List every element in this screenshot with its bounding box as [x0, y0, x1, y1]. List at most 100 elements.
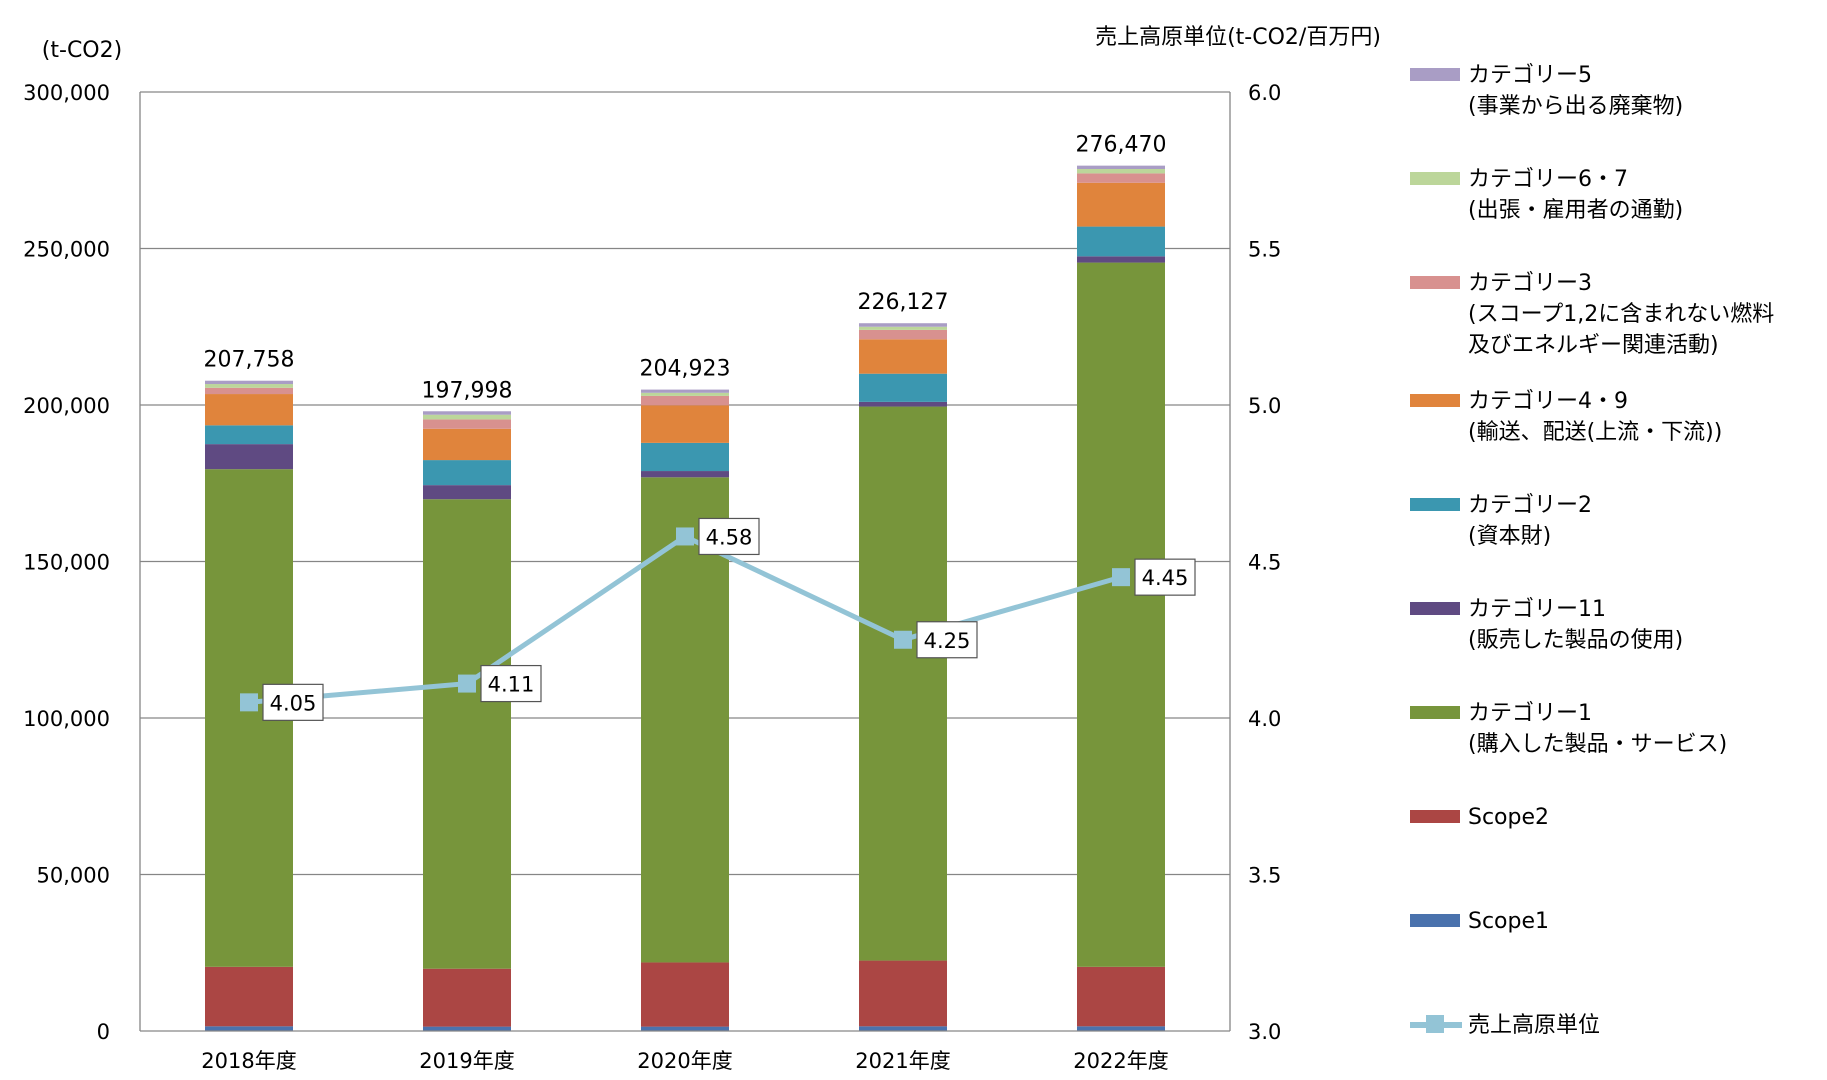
x-tick-label: 2021年度 — [855, 1049, 950, 1073]
left-tick-label: 200,000 — [23, 394, 110, 418]
line-point — [240, 693, 258, 712]
legend-label: カテゴリー3 (スコープ1,2に含まれない燃料 及びエネルギー関連活動) — [1468, 271, 1775, 358]
bar-segment — [641, 442, 729, 472]
bar-segment — [641, 1026, 729, 1031]
bar-segment — [1077, 182, 1165, 227]
legend-label: カテゴリー1 (購入した製品・サービス) — [1468, 701, 1728, 757]
bar-segment — [1077, 262, 1165, 967]
line-point — [676, 527, 694, 546]
bar-segment — [859, 329, 947, 340]
legend-marker-swatch — [1426, 1015, 1444, 1033]
legend-swatch — [1410, 276, 1460, 289]
legend-swatch — [1410, 498, 1460, 511]
legend-label: カテゴリー6・7 (出張・雇用者の通勤) — [1468, 167, 1684, 223]
bar-total-label: 207,758 — [204, 348, 295, 373]
bar-segment — [1077, 966, 1165, 1027]
legend-swatch — [1410, 810, 1460, 823]
data-labels: 207,758 197,998 204,923 226,127 276,470 4.05 4… — [204, 133, 1196, 721]
bar-total-label: 226,127 — [858, 290, 949, 315]
right-tick-label: 5.5 — [1248, 238, 1281, 262]
bar-segment — [1077, 168, 1165, 174]
line-value-label: 4.25 — [924, 629, 971, 653]
bar-segment — [205, 425, 293, 445]
legend-swatch — [1410, 914, 1460, 927]
bar-segment — [1077, 173, 1165, 183]
line-point — [894, 630, 912, 649]
bar-segment — [205, 387, 293, 395]
right-tick-label: 5.0 — [1248, 394, 1281, 418]
right-tick-label: 4.5 — [1248, 551, 1281, 575]
left-tick-label: 50,000 — [37, 864, 110, 888]
bar-segment — [205, 384, 293, 388]
bar-segment — [423, 485, 511, 500]
line-label-box — [1134, 558, 1196, 596]
left-tick-label: 100,000 — [23, 707, 110, 731]
legend-swatch — [1410, 172, 1460, 185]
bar-segment — [859, 960, 947, 1027]
axes: 0 50,000 100,000 150,000 200,000 250,000 300,0… — [23, 81, 1281, 1073]
left-tick-label: 300,000 — [23, 81, 110, 105]
line-value-label: 4.05 — [270, 691, 317, 715]
line-label-box — [916, 621, 978, 659]
bar-segment — [205, 380, 293, 385]
legend-label: カテゴリー11 (販売した製品の使用) — [1468, 597, 1684, 653]
bar-segment — [423, 419, 511, 429]
bar-segment — [859, 323, 947, 327]
line-value-label: 4.11 — [488, 673, 535, 697]
legend-label: カテゴリー2 (資本財) — [1468, 493, 1592, 549]
bar-segment — [423, 411, 511, 415]
left-tick-label: 150,000 — [23, 551, 110, 575]
legend-label: Scope2 — [1468, 805, 1550, 830]
bar-segment — [859, 1026, 947, 1031]
right-axis-unit-label: 売上高原単位(t-CO2/百万円) — [1095, 25, 1381, 50]
bar-segment — [1077, 1026, 1165, 1031]
bar-segment — [1077, 256, 1165, 263]
bar-segment — [205, 966, 293, 1027]
line-point — [1112, 568, 1130, 587]
right-tick-label: 6.0 — [1248, 81, 1281, 105]
left-tick-label: 0 — [97, 1020, 110, 1044]
legend-swatch — [1410, 706, 1460, 719]
bar-segment — [641, 395, 729, 406]
bar-total-label: 276,470 — [1076, 133, 1167, 158]
legend-label: カテゴリー5 (事業から出る廃棄物) — [1468, 63, 1684, 119]
bar-segment — [859, 373, 947, 402]
bar-segment — [423, 428, 511, 461]
bar-segment — [1077, 226, 1165, 257]
right-tick-label: 3.0 — [1248, 1020, 1281, 1044]
bar-segment — [641, 405, 729, 443]
bar-segment — [641, 962, 729, 1027]
bar-segment — [423, 968, 511, 1027]
right-tick-label: 3.5 — [1248, 864, 1281, 888]
bar-segment — [423, 1026, 511, 1031]
line-point — [458, 674, 476, 693]
bar-segment — [205, 444, 293, 470]
line-label-box — [480, 664, 542, 703]
bar-segment — [859, 339, 947, 374]
bar-segment — [423, 460, 511, 486]
left-axis-unit-label: (t-CO2) — [42, 38, 122, 63]
bar-total-label: 204,923 — [640, 357, 731, 382]
bar-segment — [423, 414, 511, 420]
bar-segment — [205, 1026, 293, 1031]
line-value-label: 4.45 — [1142, 566, 1189, 590]
bar-segment — [859, 401, 947, 407]
bar-total-label: 197,998 — [422, 378, 513, 403]
right-tick-label: 4.0 — [1248, 707, 1281, 731]
bar-segment — [859, 406, 947, 961]
bar-segment — [423, 499, 511, 969]
line-label-box — [698, 517, 760, 556]
legend-label: カテゴリー4・9 (輸送、配送(上流・下流)) — [1468, 389, 1723, 445]
intensity-line — [240, 527, 1130, 712]
bar-segment — [641, 392, 729, 396]
legend-swatch — [1410, 394, 1460, 407]
x-tick-label: 2020年度 — [637, 1049, 732, 1073]
x-tick-label: 2022年度 — [1073, 1049, 1168, 1073]
bar-segment — [641, 471, 729, 478]
legend-swatch — [1410, 68, 1460, 81]
stacked-bars — [205, 165, 1165, 1031]
legend-label: 売上高原単位 — [1468, 1013, 1601, 1038]
x-tick-label: 2018年度 — [201, 1049, 296, 1073]
legend-swatch — [1410, 602, 1460, 615]
